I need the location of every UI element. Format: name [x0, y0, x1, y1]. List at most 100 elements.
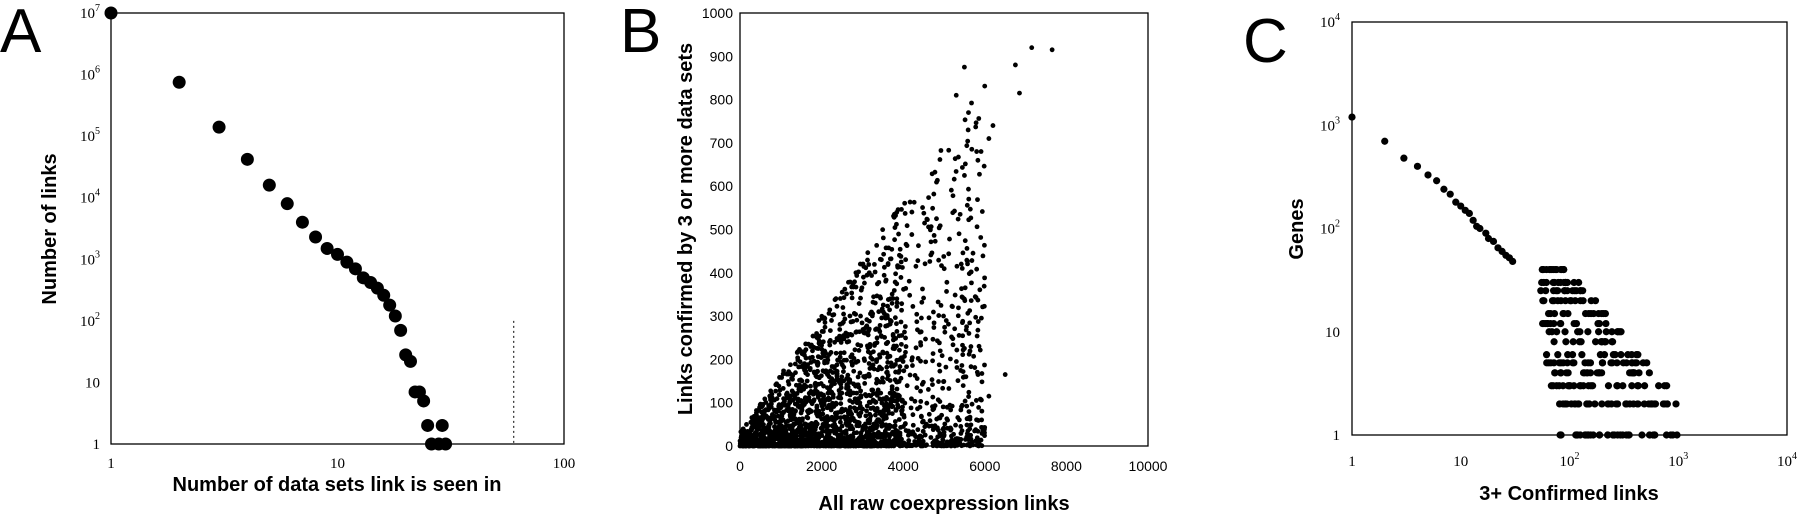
data-point-b	[942, 421, 948, 427]
data-point-b	[903, 349, 908, 355]
data-point-b	[944, 404, 950, 410]
ticks-a: 1 10 100 1 10 102 103 104 105 106 107	[80, 3, 575, 472]
data-point-b	[803, 384, 809, 390]
data-point-b	[870, 362, 876, 368]
data-point-b	[865, 250, 871, 256]
data-point-b	[836, 388, 842, 393]
data-point-b	[863, 373, 869, 379]
data-point-b	[981, 283, 987, 289]
data-point-b	[931, 232, 937, 238]
data-point-b	[934, 216, 939, 222]
data-point-b	[825, 355, 830, 360]
data-point-b	[829, 318, 834, 323]
data-point-b	[921, 210, 927, 216]
data-point-b	[979, 371, 985, 376]
data-point-c	[1616, 431, 1624, 439]
data-point-b	[888, 431, 894, 437]
data-point-b	[857, 261, 863, 267]
data-point-b	[859, 320, 865, 326]
data-point-b	[807, 355, 813, 361]
data-point-b	[816, 408, 822, 414]
y-tick-label-b: 200	[710, 351, 734, 367]
data-point-c	[1574, 400, 1582, 408]
data-point-c	[1577, 382, 1585, 390]
data-point-c	[1591, 338, 1600, 346]
data-point-c	[1469, 216, 1477, 224]
data-point-b	[760, 423, 766, 428]
data-point-b	[896, 333, 902, 339]
data-point-a	[377, 288, 391, 302]
data-point-b	[943, 364, 949, 370]
data-point-b	[944, 289, 949, 294]
data-point-b	[979, 408, 985, 414]
data-point-c	[1579, 297, 1587, 305]
data-point-b	[952, 443, 958, 448]
data-point-b	[865, 441, 870, 447]
data-point-b	[879, 366, 884, 372]
data-point-b	[884, 376, 890, 382]
data-point-b	[811, 398, 817, 404]
data-point-b	[844, 382, 850, 388]
data-point-b	[895, 263, 900, 269]
data-point-b	[863, 393, 869, 399]
x-tick-label-b: 0	[736, 458, 744, 474]
data-point-c	[1638, 431, 1646, 439]
data-point-b	[798, 425, 804, 431]
data-point-b	[858, 388, 864, 394]
data-point-b	[811, 431, 817, 437]
data-point-b	[948, 442, 954, 448]
data-point-b	[874, 243, 880, 248]
data-point-b	[838, 350, 844, 356]
y-tick-label-b: 300	[710, 308, 734, 324]
data-point-c	[1413, 162, 1422, 170]
data-point-b	[754, 440, 760, 446]
data-point-b	[959, 286, 964, 292]
data-point-b	[936, 313, 942, 318]
data-point-c	[1567, 297, 1575, 305]
data-point-b	[972, 365, 978, 370]
data-point-c	[1601, 309, 1610, 318]
data-point-b	[830, 312, 836, 318]
data-point-b	[887, 390, 893, 396]
data-point-c	[1568, 351, 1577, 359]
data-point-b	[964, 202, 970, 208]
data-point-b	[973, 398, 979, 403]
data-point-b	[810, 348, 815, 354]
data-point-b	[912, 398, 918, 404]
data-point-c	[1560, 278, 1568, 287]
data-point-b	[883, 277, 889, 283]
data-point-b	[891, 213, 896, 219]
data-point-b	[909, 396, 914, 402]
data-point-b	[975, 297, 981, 303]
data-point-b	[793, 370, 798, 376]
x-axis-label-b: All raw coexpression links	[818, 493, 1069, 515]
data-point-b	[827, 338, 833, 343]
panel-letter-b: B	[620, 0, 661, 66]
data-point-b	[820, 411, 826, 417]
data-point-b	[942, 329, 948, 335]
data-point-c	[1553, 265, 1561, 274]
data-point-b	[855, 374, 861, 380]
data-point-b	[959, 265, 965, 271]
data-point-b	[876, 441, 882, 447]
x-tick-label-a: 100	[553, 456, 576, 472]
data-point-b	[894, 304, 900, 309]
data-point-b	[804, 442, 809, 448]
data-point-b	[909, 443, 915, 448]
data-point-b	[889, 246, 895, 252]
data-point-b	[771, 415, 777, 420]
data-point-b	[1017, 90, 1022, 96]
data-point-b	[944, 416, 950, 422]
data-point-b	[748, 435, 753, 441]
data-point-b	[946, 386, 952, 391]
data-point-b	[818, 381, 824, 386]
data-point-b	[897, 364, 903, 369]
data-point-b	[856, 384, 862, 390]
data-point-b	[875, 417, 881, 423]
data-point-b	[833, 428, 839, 434]
data-point-b	[916, 439, 922, 444]
data-point-b	[820, 329, 826, 334]
data-point-c	[1546, 265, 1554, 274]
data-point-b	[840, 407, 846, 413]
data-point-b	[956, 333, 962, 338]
